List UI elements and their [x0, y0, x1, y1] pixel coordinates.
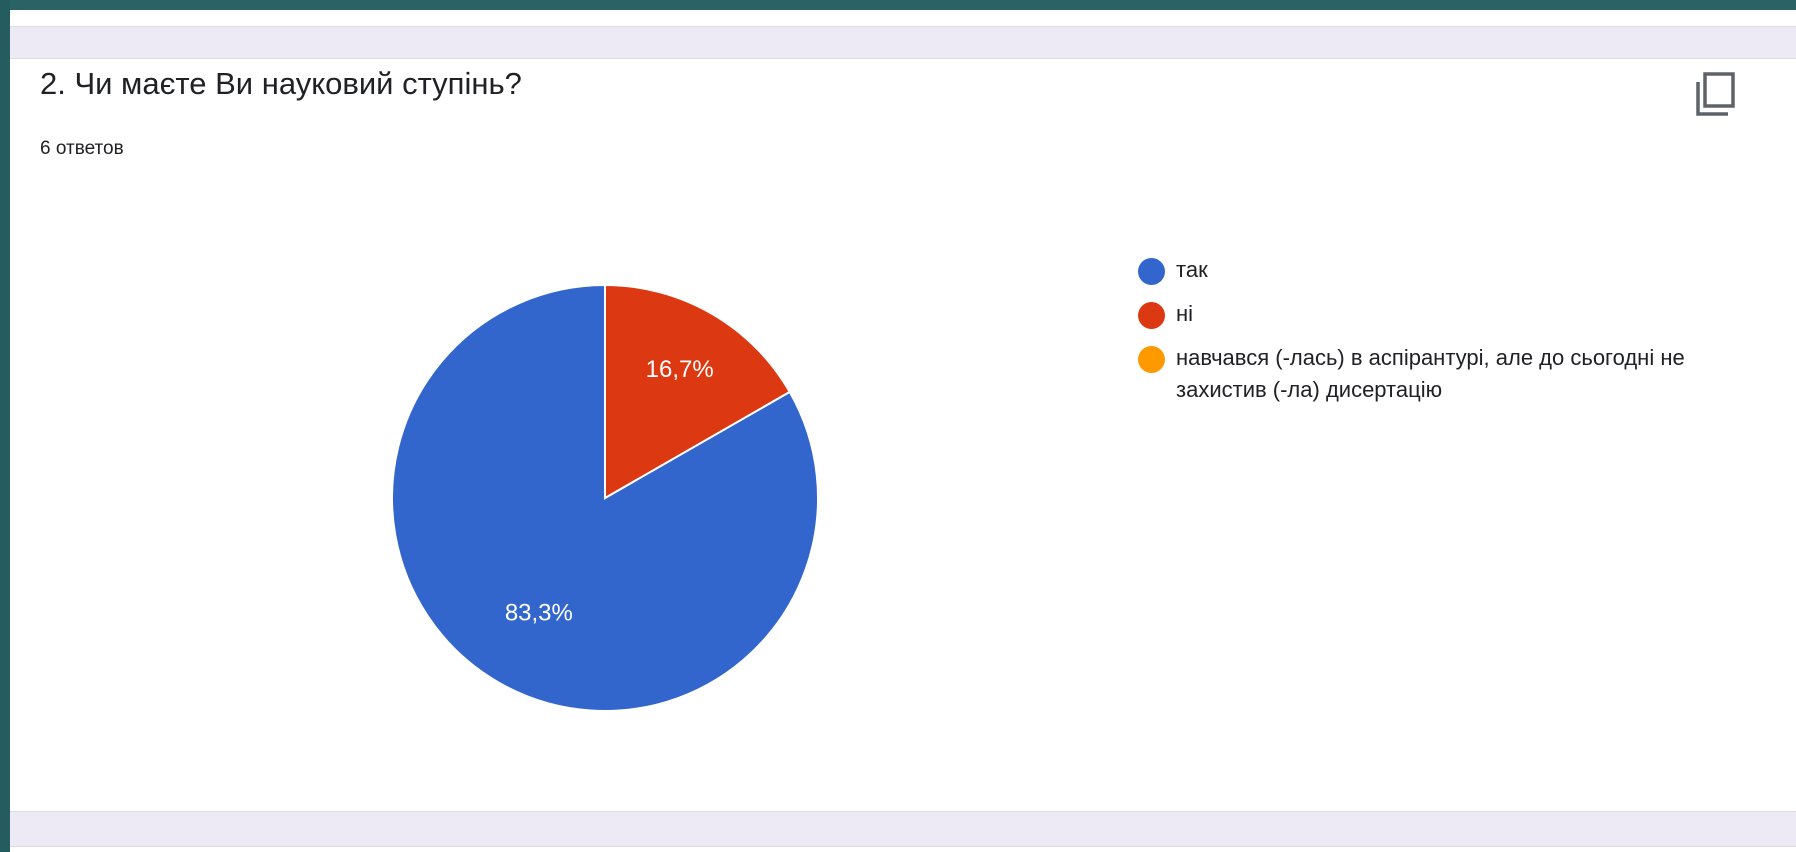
copy-icon [1696, 72, 1735, 116]
next-card-edge [10, 846, 1796, 852]
legend-swatch-icon [1138, 346, 1165, 373]
form-summary-page: 2. Чи маєте Ви науковий ступінь? 6 ответ… [10, 10, 1796, 852]
legend-swatch-icon [1138, 258, 1165, 285]
question-title: 2. Чи маєте Ви науковий ступінь? [40, 66, 522, 101]
chart-legend: так ні навчався (-лась) в аспірантурі, але… [1138, 254, 1698, 418]
legend-label: навчався (-лась) в аспірантурі, але до с… [1176, 345, 1685, 402]
slice-value-label-2: 16,7% [646, 356, 714, 383]
pie-slice-2[interactable] [604, 283, 792, 500]
pie-chart: 83,3% 16,7% [391, 283, 819, 712]
previous-card-edge [10, 10, 1796, 27]
legend-item-1[interactable]: так [1138, 254, 1698, 286]
slice-value-label-1: 83,3% [505, 599, 573, 626]
legend-label: ні [1176, 301, 1194, 326]
legend-swatch-icon [1138, 302, 1165, 329]
response-count: 6 ответов [40, 138, 124, 159]
legend-label: так [1176, 257, 1208, 282]
legend-item-3[interactable]: навчався (-лась) в аспірантурі, але до с… [1138, 342, 1698, 406]
legend-item-2[interactable]: ні [1138, 298, 1698, 330]
copy-chart-button[interactable] [1690, 68, 1742, 120]
window-frame-left [0, 0, 10, 851]
window-frame-top [0, 0, 1796, 10]
question-card [10, 58, 1796, 812]
